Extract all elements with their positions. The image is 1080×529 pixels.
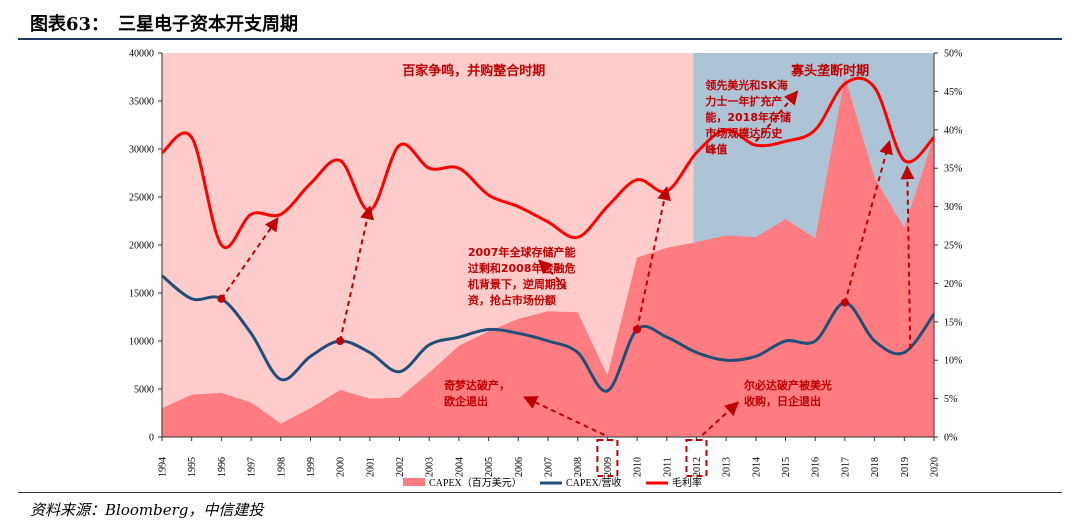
x-tick-label: 2018: [870, 457, 881, 477]
right-tick-label: 50%: [944, 49, 962, 60]
x-tick-label: 2006: [514, 457, 525, 477]
year-highlight-box: [596, 439, 619, 477]
left-tick-label: 20000: [129, 241, 154, 252]
annotation-text-line: 收购，日企退出: [744, 394, 821, 408]
era-label-oligopoly: 寡头垄断时期: [790, 63, 869, 79]
header-rule: [18, 38, 1062, 40]
left-tick-label: 15000: [129, 289, 154, 300]
x-tick-label: 2012: [692, 457, 703, 477]
x-tick-label: 2019: [900, 457, 911, 477]
left-tick-label: 40000: [129, 49, 154, 60]
x-tick-label: 2017: [840, 457, 851, 477]
x-tick-label: 2020: [930, 457, 941, 477]
legend-label-capex: CAPEX（百万美元）: [429, 476, 522, 489]
x-tick-label: 1995: [187, 457, 198, 477]
annotation-text-line: 尔必达破产被美光: [743, 378, 832, 392]
annotation-text-line: 欧企退出: [444, 394, 488, 408]
x-tick-label: 1994: [158, 457, 169, 477]
annotation-arrow: [538, 259, 567, 288]
series-area-capex: [162, 77, 934, 437]
x-tick-label: 2015: [781, 457, 792, 477]
x-tick-label: 2004: [454, 457, 465, 477]
year-highlight-box: [685, 439, 708, 477]
annotation-text-line: 资，抢占市场份额: [468, 293, 556, 307]
figure-header: 图表63： 三星电子资本开支周期: [0, 0, 1080, 40]
x-tick-label: 1998: [276, 457, 287, 477]
right-tick-label: 20%: [944, 279, 962, 290]
x-tick-label: 2005: [484, 457, 495, 477]
x-tick-label: 2010: [633, 457, 644, 477]
right-tick-label: 10%: [944, 356, 962, 367]
right-tick-label: 30%: [944, 202, 962, 213]
capex-cycle-chart: 0 5000 10000 15000 20000 25000 30000 35000 40000…: [129, 49, 962, 490]
x-tick-label: 2002: [395, 457, 406, 477]
x-tick-label: 2013: [722, 457, 733, 477]
annotation-arrow: [755, 90, 799, 142]
x-tick-label: 2003: [425, 457, 436, 477]
x-tick-label: 2000: [336, 457, 347, 477]
annotation-arrow: [522, 396, 605, 436]
annotation-text-line: 奇梦达破产，: [444, 378, 510, 392]
legend-label-capex-ratio: CAPEX/营收: [566, 476, 622, 489]
right-tick-label: 15%: [944, 317, 962, 328]
era-label-consolidation: 百家争鸣，并购整合时期: [402, 63, 545, 79]
right-tick-label: 35%: [944, 164, 962, 175]
annotation-text-line: 市场规模达历史: [705, 126, 783, 140]
annotation-text-line: 过剩和2008年金融危: [468, 261, 576, 275]
annotation-text-line: 2007年全球存储产能: [468, 245, 576, 259]
right-tick-label: 5%: [944, 394, 957, 405]
annotation-arrow: [220, 216, 279, 300]
annotation-arrow: [701, 401, 740, 436]
x-tick-label: 2016: [811, 457, 822, 477]
left-tick-label: 0: [149, 433, 154, 444]
x-tick-label: 1997: [247, 457, 258, 477]
right-tick-label: 45%: [944, 87, 962, 98]
annotation-text-line: 力士一年扩充产: [705, 94, 782, 108]
annotation-text-line: 峰值: [705, 142, 727, 156]
left-tick-label: 5000: [134, 385, 154, 396]
left-tick-label: 25000: [129, 193, 154, 204]
x-tick-label: 1996: [217, 457, 228, 477]
source-note: 资料来源：Bloomberg，中信建投: [30, 501, 264, 519]
series-line-gross-margin: [161, 76, 936, 249]
annotation-text-line: 领先美光和SK海: [704, 78, 787, 92]
footer-rule: [18, 492, 1062, 493]
x-tick-label: 1999: [306, 457, 317, 477]
left-tick-label: 30000: [129, 145, 154, 156]
legend-label-gross-margin: 毛利率: [672, 476, 702, 489]
x-tick-label: 2007: [544, 457, 555, 477]
annotation-arrow: [900, 165, 915, 349]
right-tick-label: 40%: [944, 125, 962, 136]
annotation-arrow: [843, 139, 893, 303]
series-line-capex-ratio: [161, 274, 936, 393]
x-tick-label: 2008: [573, 457, 584, 477]
annotation-arrow: [636, 186, 672, 330]
right-tick-label: 0%: [944, 433, 957, 444]
figure-title: 三星电子资本开支周期: [118, 14, 298, 35]
annotation-arrow: [339, 205, 374, 342]
figure-label: 图表63：: [30, 14, 110, 35]
x-tick-label: 2011: [662, 457, 673, 477]
left-tick-label: 35000: [129, 97, 154, 108]
x-tick-label: 2001: [365, 457, 376, 477]
x-tick-label: 2009: [603, 457, 614, 477]
annotation-text-line: 机背景下，逆周期投: [468, 277, 567, 291]
left-tick-label: 10000: [129, 337, 154, 348]
legend-swatch-capex: [403, 478, 425, 486]
annotation-text-line: 能，2018年存储: [705, 110, 791, 124]
x-tick-label: 2014: [751, 457, 762, 477]
right-tick-label: 25%: [944, 241, 962, 252]
